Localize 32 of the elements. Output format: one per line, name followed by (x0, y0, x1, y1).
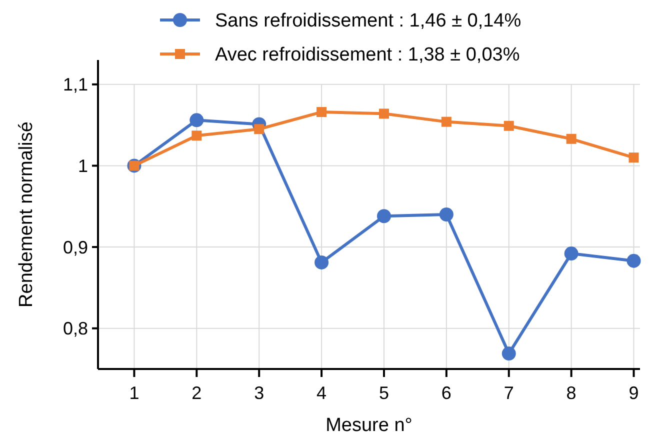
x-tick-label: 6 (441, 383, 452, 403)
point (314, 255, 329, 270)
x-tick-label: 3 (254, 383, 264, 403)
x-tick-label: 4 (316, 383, 327, 403)
x-tick-label: 9 (628, 383, 639, 403)
y-tick-label: 1 (78, 156, 88, 176)
point (502, 346, 516, 361)
x-tick-label: 1 (129, 383, 140, 403)
x-axis-title: Mesure n° (326, 415, 412, 436)
x-tick-label: 8 (566, 383, 576, 403)
point (316, 107, 327, 118)
point (626, 254, 641, 268)
y-axis-title: Rendement normalisé (16, 122, 37, 308)
point (378, 108, 389, 119)
point (190, 113, 204, 128)
point (564, 246, 578, 261)
point (254, 124, 264, 134)
point (439, 208, 454, 222)
point (628, 152, 639, 163)
x-tick-label: 5 (378, 383, 389, 403)
point (441, 116, 452, 127)
legend-label: Sans refroidissement : 1,46 ± 0,14% (215, 10, 522, 32)
point (376, 209, 391, 224)
point (504, 120, 514, 131)
legend-label: Avec refroidissement : 1,38 ± 0,03% (215, 44, 520, 66)
x-tick-label: 7 (504, 383, 514, 403)
y-tick-label: 0,9 (62, 237, 88, 258)
point (192, 130, 202, 141)
y-tick-label: 1,1 (62, 74, 88, 95)
y-tick-label: 0,8 (62, 318, 88, 339)
point (566, 134, 576, 144)
x-tick-label: 2 (192, 383, 202, 403)
